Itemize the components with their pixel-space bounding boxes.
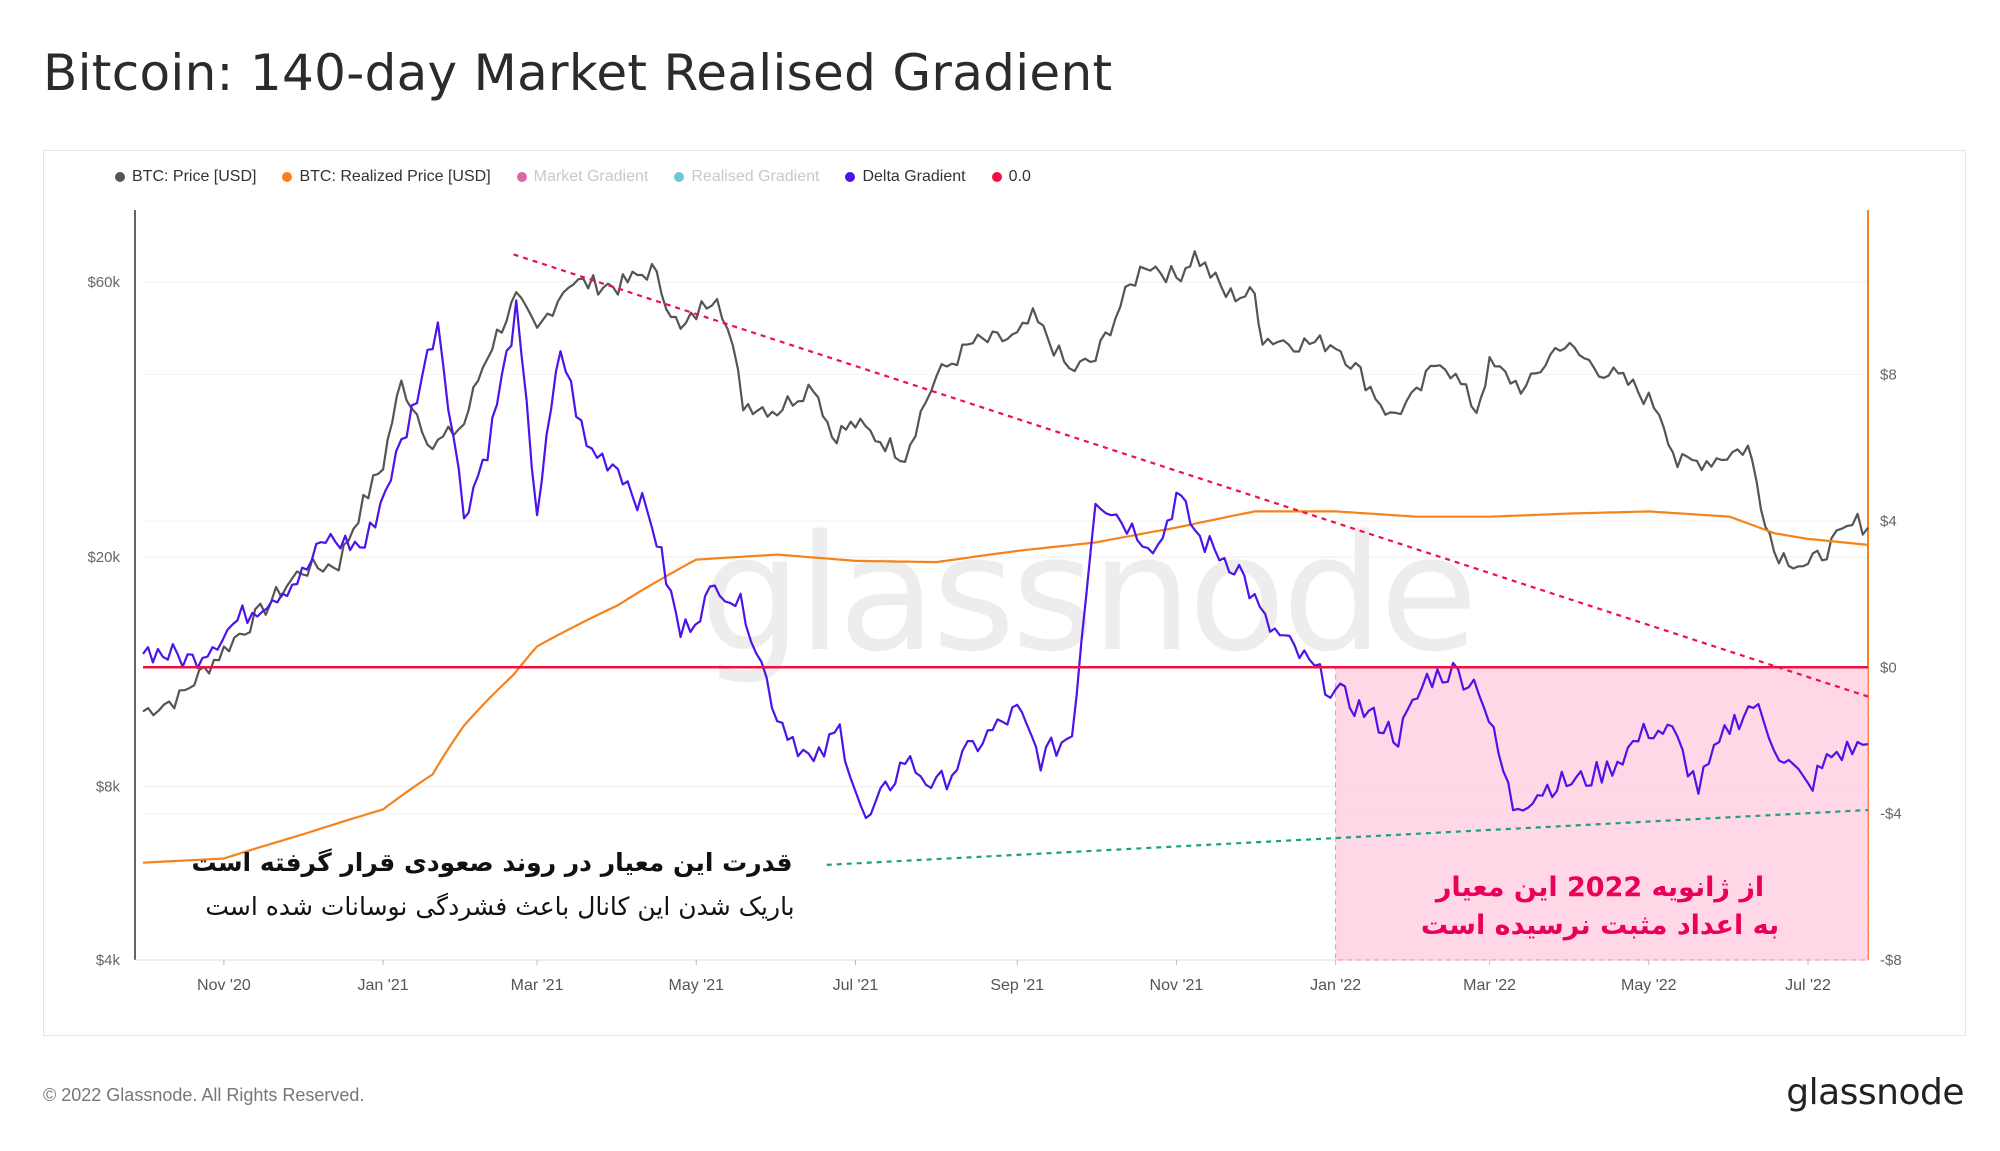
watermark: glassnode	[700, 500, 1478, 687]
x-tick-label: Jul '22	[1785, 977, 1831, 994]
footer-copyright: © 2022 Glassnode. All Rights Reserved.	[43, 1085, 365, 1105]
y-tick-label-left: $20k	[87, 549, 120, 566]
footer-brand-logo: glassnode	[1786, 1072, 1964, 1113]
annotation-negative-line1: از ژانویه 2022 این معیار	[1435, 872, 1765, 903]
legend-item[interactable]: Delta Gradient	[845, 168, 966, 186]
legend-item[interactable]: BTC: Realized Price [USD]	[282, 168, 491, 186]
y-tick-label-left: $60k	[87, 274, 120, 291]
annotation-negative-line2: به اعداد مثبت نرسیده است	[1420, 910, 1780, 941]
x-tick-label: Nov '21	[1150, 977, 1204, 994]
page-title: Bitcoin: 140-day Market Realised Gradien…	[43, 44, 1113, 102]
x-tick-label: May '22	[1621, 977, 1677, 994]
legend-item[interactable]: 0.0	[991, 168, 1031, 186]
y-tick-label-right: $0	[1880, 659, 1897, 676]
legend-label: BTC: Price [USD]	[132, 168, 257, 185]
y-tick-label-right: $8	[1880, 367, 1897, 384]
legend-label: Realised Gradient	[691, 168, 820, 185]
series-line-btc-price-usd	[142, 250, 1869, 717]
chart-legend: BTC: Price [USD] BTC: Realized Price [USD…	[115, 168, 1031, 186]
y-tick-label-left: $8k	[96, 778, 121, 795]
x-tick-label: Mar '21	[511, 977, 564, 994]
x-tick-label: Jan '22	[1310, 977, 1361, 994]
legend-item[interactable]: Realised Gradient	[674, 168, 819, 186]
y-tick-label-right: -$8	[1880, 952, 1902, 969]
x-tick-label: Jan '21	[358, 977, 409, 994]
series-line-btc-realized-price-usd	[142, 510, 1869, 864]
legend-dot-icon	[282, 172, 293, 182]
legend-dot-icon	[845, 172, 856, 182]
legend-dot-icon	[516, 172, 527, 182]
legend-dot-icon	[991, 172, 1002, 182]
legend-dot-icon	[115, 172, 125, 182]
trendline-resistance	[513, 253, 1869, 698]
legend-label: Delta Gradient	[862, 168, 966, 185]
x-tick-label: Nov '20	[197, 977, 251, 994]
legend-label: 0.0	[1008, 168, 1031, 185]
legend-label: Market Gradient	[533, 168, 649, 185]
legend-item[interactable]: Market Gradient	[516, 168, 649, 186]
x-tick-label: Jul '21	[833, 977, 879, 994]
legend-label: BTC: Realized Price [USD]	[299, 168, 491, 185]
x-tick-label: Sep '21	[990, 977, 1044, 994]
annotation-strength: قدرت این معیار در روند صعودی قرار گرفته …	[191, 848, 793, 877]
series-line-delta-gradient	[142, 299, 1869, 820]
legend-dot-icon	[674, 172, 685, 182]
x-tick-label: Mar '22	[1463, 977, 1516, 994]
y-tick-label-left: $4k	[96, 952, 121, 969]
y-tick-label-right: $4	[1880, 513, 1897, 530]
trendline-support	[826, 808, 1869, 866]
x-tick-label: May '21	[668, 977, 724, 994]
legend-item[interactable]: BTC: Price [USD]	[115, 168, 256, 186]
annotation-channel: باریک شدن این کانال باعث فشردگی نوسانات …	[205, 892, 795, 921]
y-tick-label-right: -$4	[1880, 806, 1902, 823]
